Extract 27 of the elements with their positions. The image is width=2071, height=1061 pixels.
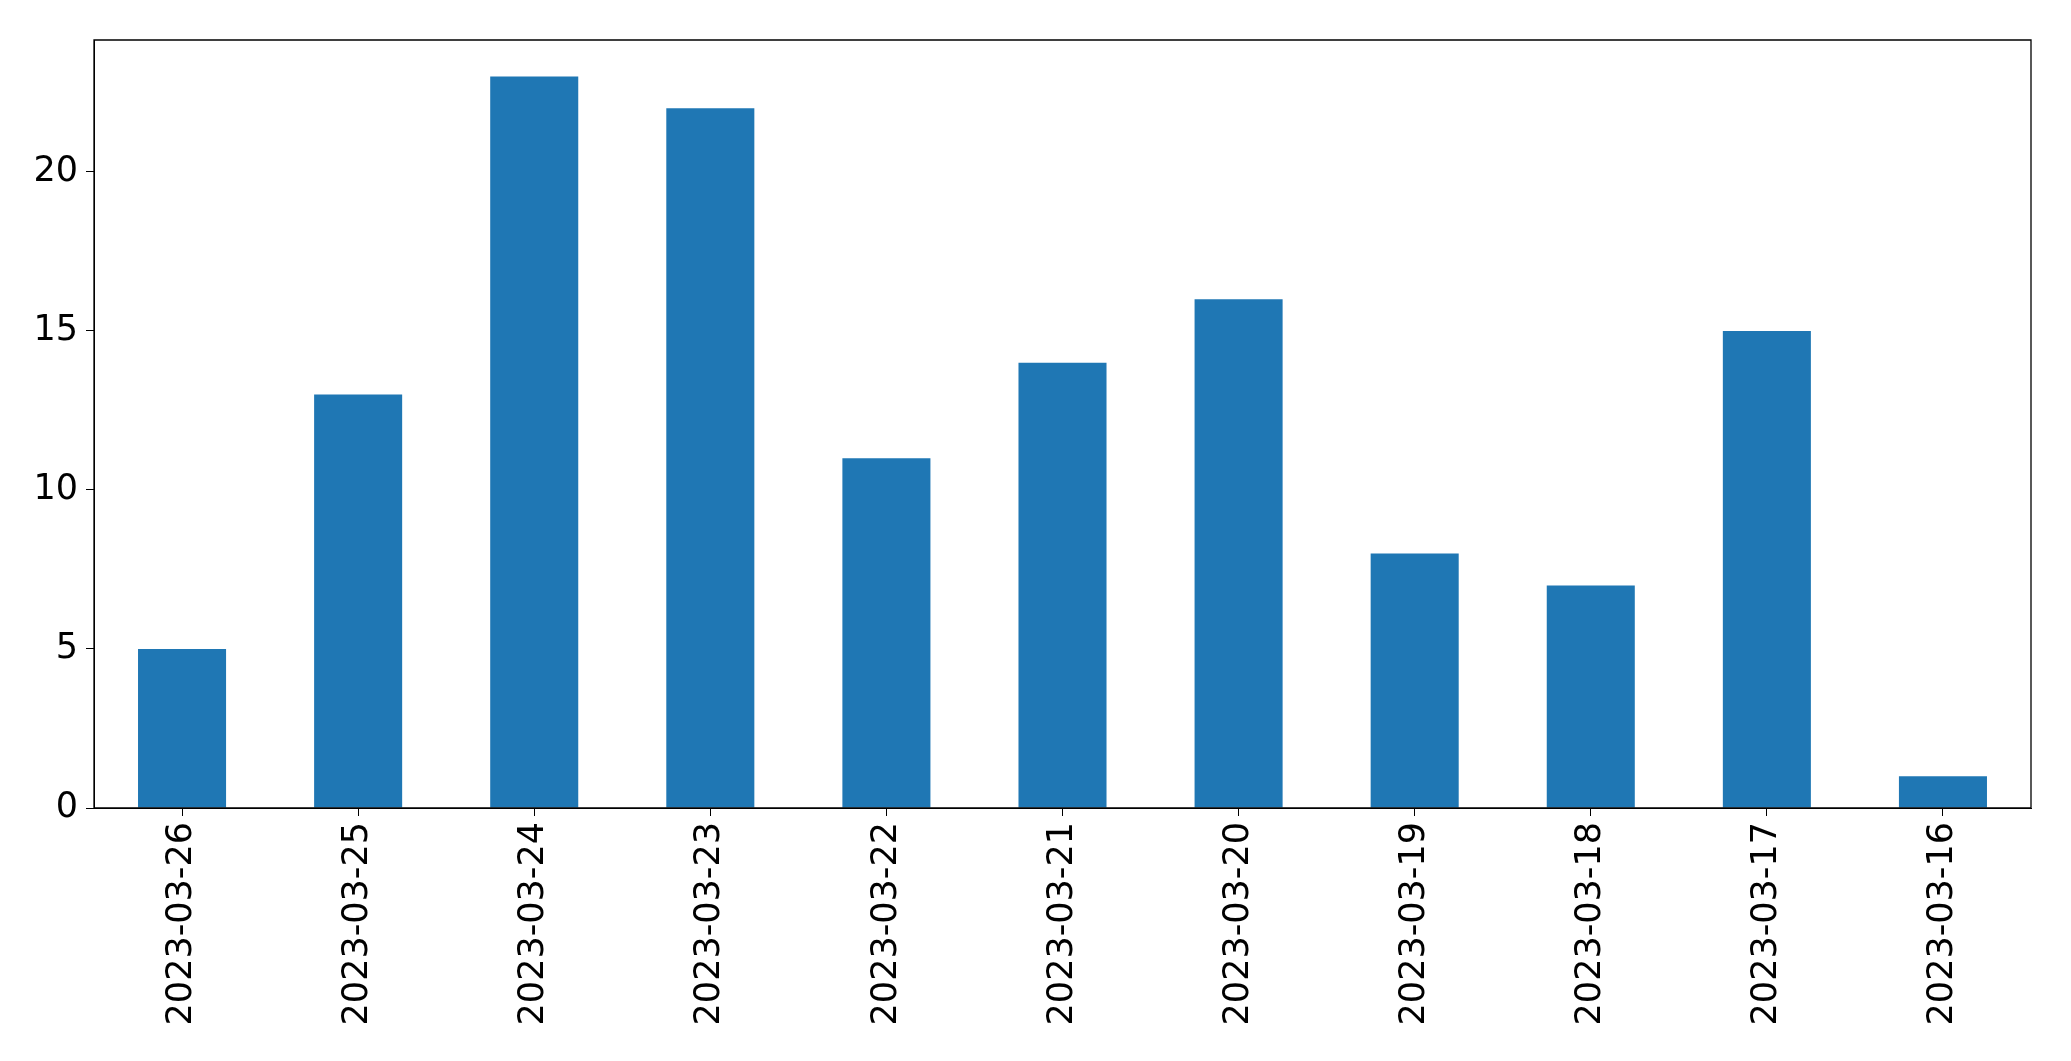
bar: [1194, 299, 1283, 808]
x-tick-label: 2023-03-26: [159, 822, 200, 1026]
bar: [1018, 362, 1107, 808]
bar: [1370, 553, 1459, 808]
bar: [666, 108, 755, 808]
bar: [1898, 776, 1987, 808]
x-tick-label: 2023-03-17: [1743, 822, 1784, 1026]
bar: [314, 394, 403, 808]
y-tick-label: 20: [33, 149, 78, 190]
x-tick-label: 2023-03-22: [863, 822, 904, 1026]
x-tick-label: 2023-03-18: [1567, 822, 1608, 1026]
y-tick-label: 10: [33, 467, 78, 508]
x-tick-label: 2023-03-20: [1215, 822, 1256, 1026]
x-tick-label: 2023-03-16: [1920, 822, 1961, 1026]
bar: [1722, 330, 1811, 808]
x-tick-label: 2023-03-24: [511, 822, 552, 1026]
bar: [490, 76, 579, 808]
x-tick-label: 2023-03-23: [687, 822, 728, 1026]
x-tick-label: 2023-03-19: [1391, 822, 1432, 1026]
x-tick-label: 2023-03-25: [335, 822, 376, 1026]
bar: [842, 458, 931, 808]
y-tick-label: 5: [55, 626, 78, 667]
bar: [138, 648, 227, 808]
y-tick-label: 15: [33, 308, 78, 349]
x-tick-label: 2023-03-21: [1039, 822, 1080, 1026]
bar: [1546, 585, 1635, 808]
y-tick-label: 0: [55, 785, 78, 826]
